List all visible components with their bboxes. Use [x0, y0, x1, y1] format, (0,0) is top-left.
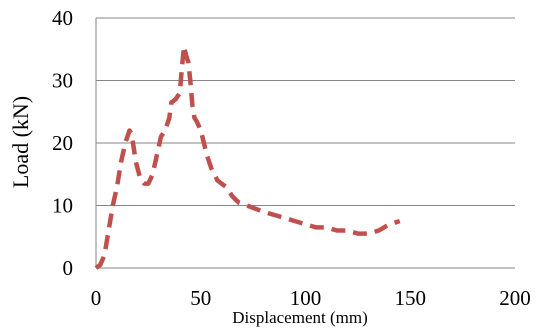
x-tick-label: 150	[395, 286, 427, 310]
load-displacement-series-line	[94, 43, 401, 270]
y-tick-label: 0	[63, 256, 74, 280]
series-group	[94, 43, 401, 270]
y-axis-title: Load (kN)	[8, 96, 33, 188]
x-tick-labels: 0 50 100 150 200	[91, 286, 531, 310]
y-tick-label: 30	[52, 69, 73, 93]
y-gridlines	[96, 17, 515, 206]
x-tick-label: 100	[290, 286, 322, 310]
y-tick-labels: 0 10 20 30 40	[52, 6, 73, 280]
y-tick-label: 20	[52, 131, 73, 155]
y-tick-label: 40	[52, 6, 73, 30]
x-tick-label: 200	[499, 286, 531, 310]
x-axis-title: Displacement (mm)	[232, 308, 368, 327]
y-tick-label: 10	[52, 194, 73, 218]
x-tick-label: 0	[91, 286, 102, 310]
x-tick-label: 50	[190, 286, 211, 310]
